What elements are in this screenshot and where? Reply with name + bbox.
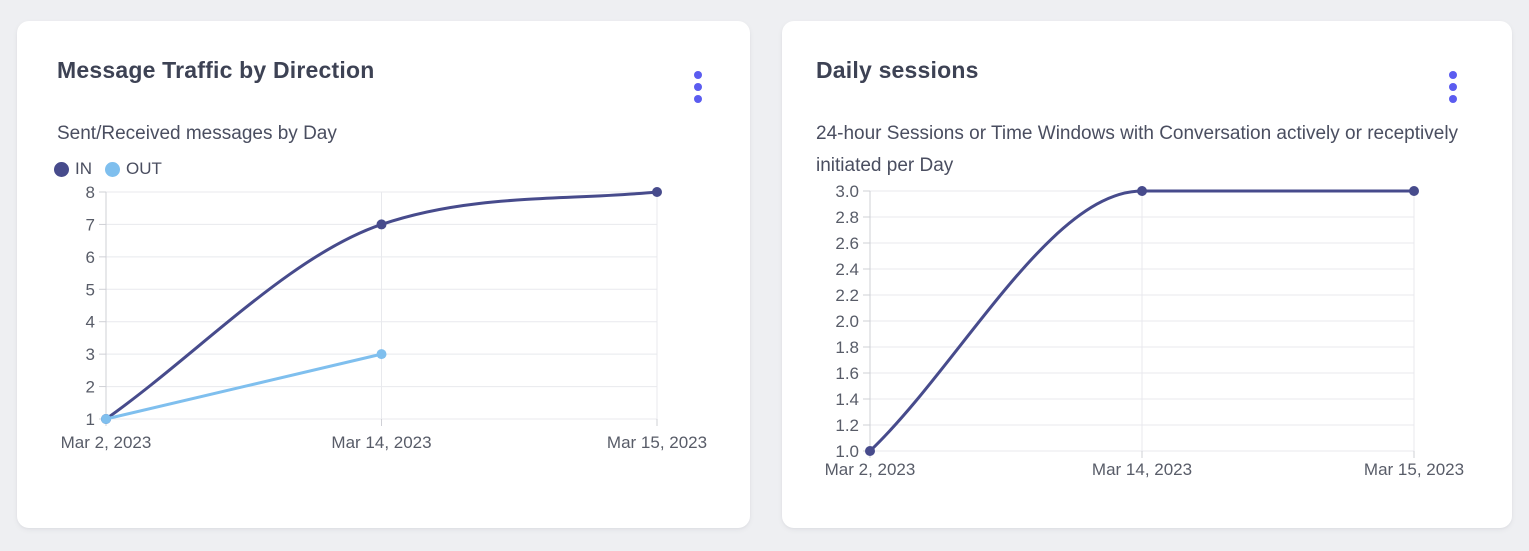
y-tick-label: 1.4 (835, 390, 859, 409)
y-tick-label: 1.6 (835, 364, 859, 383)
data-point[interactable] (1137, 186, 1147, 196)
y-tick-label: 1 (86, 410, 95, 429)
x-tick-label: Mar 2, 2023 (61, 433, 152, 452)
kebab-dot (1449, 71, 1457, 79)
y-tick-label: 2 (86, 378, 95, 397)
kebab-menu-icon (694, 71, 702, 103)
y-tick-label: 6 (86, 248, 95, 267)
kebab-dot (1449, 95, 1457, 103)
kebab-dot (1449, 83, 1457, 91)
legend-dot-icon (54, 161, 69, 177)
x-tick-label: Mar 2, 2023 (825, 460, 916, 479)
y-tick-label: 2.6 (835, 234, 859, 253)
legend-dot-icon (105, 161, 120, 177)
chart-legend: IN OUT (54, 159, 162, 179)
data-point[interactable] (376, 349, 387, 360)
kebab-dot (694, 95, 702, 103)
kebab-dot (694, 83, 702, 91)
y-tick-label: 1.0 (835, 442, 859, 461)
kebab-menu-icon (1449, 71, 1457, 103)
daily-sessions-chart-canvas[interactable]: 1.0 1.2 1.4 1.6 1.8 2.0 2.2 2.4 2.6 2.8 3.0 Mar 2, … (782, 21, 1512, 528)
card-title: Daily sessions (816, 57, 979, 83)
y-tick-label: 2.0 (835, 312, 859, 331)
legend-label: OUT (126, 159, 162, 178)
y-tick-label: 4 (86, 313, 95, 332)
series-line-OUT (104, 352, 383, 421)
y-tick-label: 8 (86, 183, 95, 202)
y-tick-label: 3.0 (835, 182, 859, 201)
y-tick-label: 3 (86, 345, 95, 364)
message-traffic-chart-canvas[interactable]: 1 2 3 4 5 6 7 8 Mar 2, 2023 Mar 14, 2023 Mar 15, 2… (17, 21, 750, 528)
kebab-dot (694, 71, 702, 79)
card-title: Message Traffic by Direction (57, 57, 375, 83)
x-tick-label: Mar 14, 2023 (331, 433, 431, 452)
data-point[interactable] (652, 187, 662, 197)
y-tick-label: 2.4 (835, 260, 859, 279)
legend-item-in[interactable]: IN (54, 159, 92, 179)
legend-item-out[interactable]: OUT (105, 159, 162, 179)
y-tick-label: 7 (86, 215, 95, 234)
daily-sessions-card: Daily sessions 24-hour Sessions or Time … (782, 21, 1512, 528)
message-traffic-card: Message Traffic by Direction Sent/Receiv… (17, 21, 750, 528)
data-point[interactable] (865, 446, 875, 456)
y-tick-label: 2.2 (835, 286, 859, 305)
card-menu-button[interactable] (684, 67, 712, 107)
x-tick-label: Mar 14, 2023 (1092, 460, 1192, 479)
card-menu-button[interactable] (1439, 67, 1467, 107)
data-point[interactable] (376, 219, 387, 230)
x-tick-label: Mar 15, 2023 (607, 433, 707, 452)
x-tick-label: Mar 15, 2023 (1364, 460, 1464, 479)
y-tick-label: 2.8 (835, 208, 859, 227)
y-tick-label: 5 (86, 280, 95, 299)
y-tick-label: 1.2 (835, 416, 859, 435)
series-line-Daily sessions (868, 189, 1416, 453)
data-point[interactable] (1409, 186, 1419, 196)
legend-label: IN (75, 159, 92, 178)
y-tick-label: 1.8 (835, 338, 859, 357)
data-point[interactable] (101, 414, 111, 424)
card-subtitle: 24-hour Sessions or Time Windows with Co… (816, 123, 1459, 176)
card-subtitle: Sent/Received messages by Day (57, 123, 337, 144)
